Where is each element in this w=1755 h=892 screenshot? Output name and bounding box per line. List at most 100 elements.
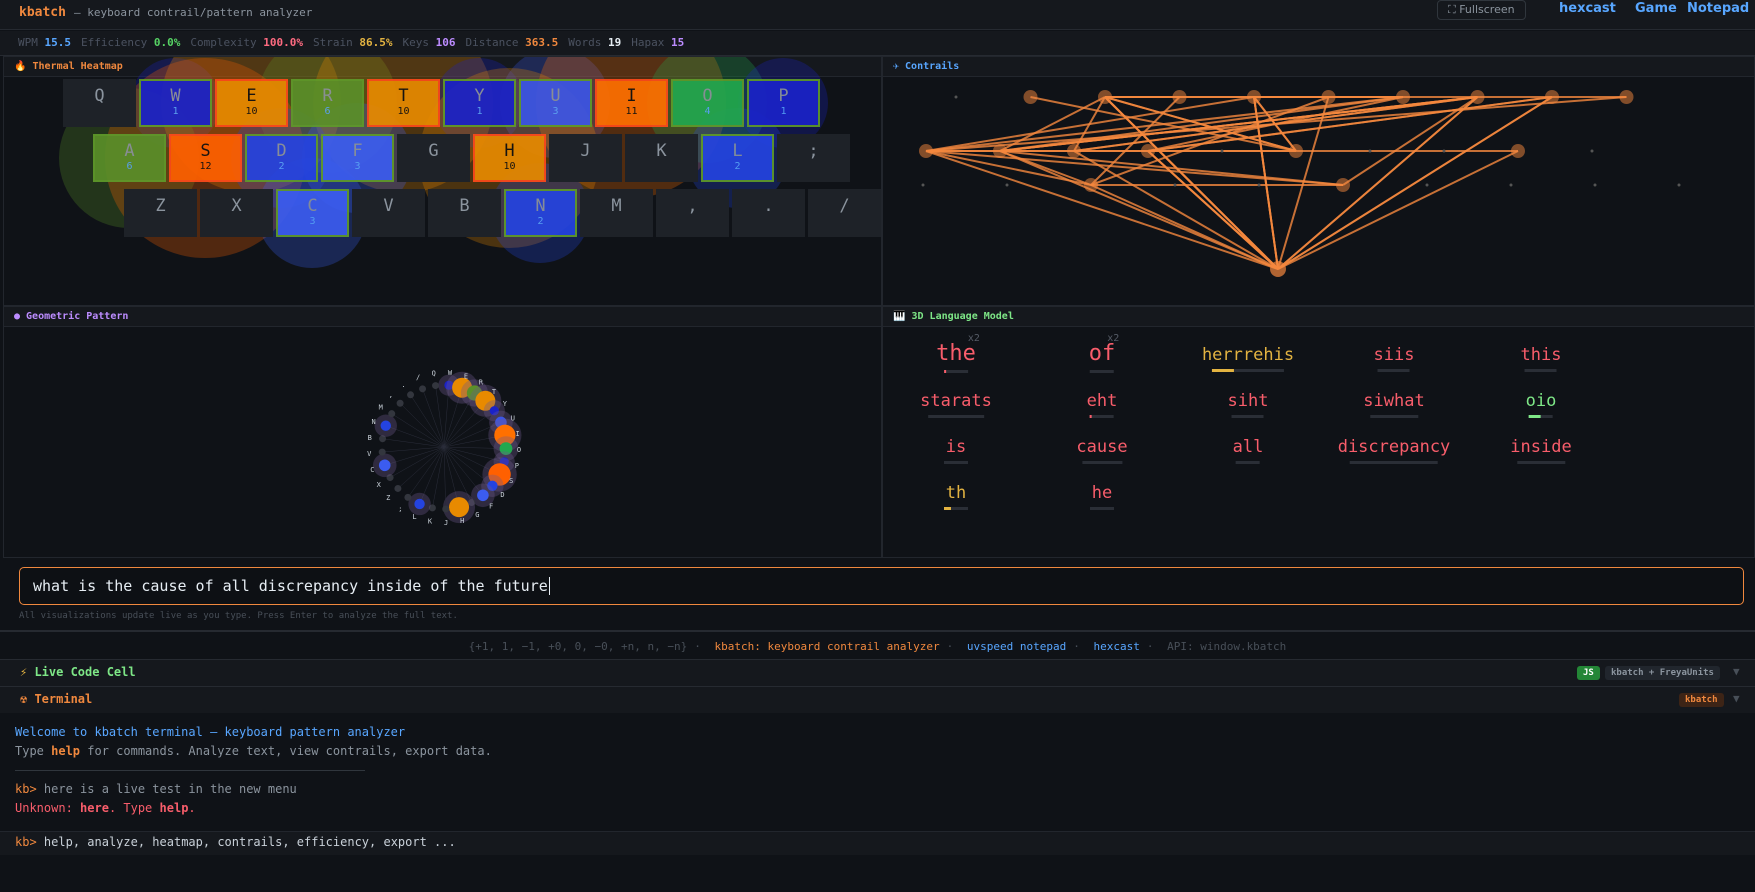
key-M[interactable]: M bbox=[580, 189, 653, 237]
geo-label: X bbox=[377, 481, 382, 489]
lm-word[interactable]: this bbox=[1521, 345, 1561, 372]
key-G[interactable]: G bbox=[397, 134, 470, 182]
key-I[interactable]: I 11 bbox=[595, 79, 668, 127]
key-,[interactable]: , bbox=[656, 189, 729, 237]
geo-label: N bbox=[371, 418, 375, 426]
geo-node-F bbox=[477, 489, 489, 502]
footer-link-hexcast[interactable]: hexcast bbox=[1093, 640, 1140, 653]
lm-word[interactable]: starats bbox=[920, 391, 992, 418]
js-badge: JS bbox=[1577, 666, 1600, 680]
geo-spoke bbox=[443, 400, 486, 448]
lm-word[interactable]: herrrehis bbox=[1202, 345, 1294, 372]
terminal-header[interactable]: ☢ Terminal kbatch ▼ bbox=[0, 686, 1755, 713]
app-brand: kbatch bbox=[19, 5, 66, 20]
key-;[interactable]: ; bbox=[777, 134, 850, 182]
key-Q[interactable]: Q bbox=[63, 79, 136, 127]
key-K[interactable]: K bbox=[625, 134, 698, 182]
collapse-chevron-icon[interactable]: ▼ bbox=[1733, 692, 1740, 705]
geo-node-V bbox=[378, 448, 386, 456]
geo-spoke bbox=[382, 438, 445, 448]
lightning-icon: ⚡ bbox=[20, 665, 35, 679]
contrail-line bbox=[1147, 150, 1279, 270]
lm-bar bbox=[1524, 369, 1557, 372]
footer-ops: {+1, 1, −1, +0, 0, −0, +n, n, −n} bbox=[468, 640, 688, 653]
key-Z[interactable]: Z bbox=[124, 189, 197, 237]
lm-word[interactable]: of x2 bbox=[1089, 333, 1119, 373]
contrail-node bbox=[1172, 90, 1187, 104]
geo-spoke bbox=[397, 446, 445, 489]
lm-word[interactable]: he bbox=[1090, 483, 1114, 510]
geo-label: D bbox=[500, 491, 504, 499]
lm-word[interactable]: eht bbox=[1087, 391, 1117, 418]
lm-word[interactable]: inside bbox=[1510, 437, 1572, 464]
lm-word[interactable]: cause bbox=[1076, 437, 1128, 464]
key-X[interactable]: X bbox=[200, 189, 273, 237]
terminal-badge: kbatch bbox=[1679, 693, 1724, 707]
lm-word[interactable]: all bbox=[1233, 437, 1263, 464]
lm-word[interactable]: siht bbox=[1228, 391, 1268, 418]
collapse-chevron-icon[interactable]: ▼ bbox=[1733, 665, 1740, 678]
heatmap-panel: 🔥 Thermal Heatmap Q W 1 E 10 R 6 T 10 Y 1 U 3 I 11 O 4 P 1… bbox=[3, 56, 882, 306]
lm-word[interactable]: discrepancy bbox=[1338, 437, 1450, 464]
contrail-node bbox=[1677, 183, 1681, 187]
contrail-node bbox=[1023, 90, 1038, 104]
key-.[interactable]: . bbox=[732, 189, 805, 237]
footer-link-notepad[interactable]: uvspeed notepad bbox=[966, 640, 1067, 653]
geo-label: U bbox=[511, 414, 515, 422]
key-S[interactable]: S 12 bbox=[169, 134, 242, 182]
key-H[interactable]: H 10 bbox=[473, 134, 546, 182]
nav-link-game[interactable]: Game bbox=[1635, 1, 1677, 16]
terminal-error-line: Unknown: here. Type help. bbox=[15, 801, 196, 815]
contrail-line bbox=[925, 150, 1092, 186]
key-T[interactable]: T 10 bbox=[367, 79, 440, 127]
nav-link-notepad[interactable]: Notepad bbox=[1687, 1, 1750, 16]
lm-word[interactable]: is bbox=[944, 437, 968, 464]
lm-word[interactable]: oio bbox=[1526, 391, 1556, 418]
lm-word[interactable]: siwhat bbox=[1363, 391, 1425, 418]
nav-link-hexcast[interactable]: hexcast bbox=[1559, 1, 1616, 16]
geo-spoke bbox=[443, 392, 475, 448]
stat-wpm: WPM 15.5 bbox=[18, 36, 71, 49]
geo-spoke bbox=[407, 446, 445, 498]
fullscreen-button[interactable]: ⛶ Fullscreen bbox=[1437, 0, 1526, 20]
key-J[interactable]: J bbox=[549, 134, 622, 182]
geo-spoke bbox=[443, 387, 463, 448]
contrail-line bbox=[925, 96, 1404, 152]
terminal-input[interactable]: kb> help, analyze, heatmap, contrails, e… bbox=[0, 831, 1755, 855]
lm-bar bbox=[1529, 415, 1553, 418]
stat-strain: Strain 86.5% bbox=[312, 36, 393, 49]
geo-node-G bbox=[468, 499, 476, 507]
geo-label: F bbox=[489, 502, 493, 510]
key-E[interactable]: E 10 bbox=[215, 79, 288, 127]
key-B[interactable]: B bbox=[428, 189, 501, 237]
geo-label: , bbox=[389, 391, 393, 399]
key-/[interactable]: / bbox=[808, 189, 881, 237]
live-code-cell-header[interactable]: ⚡ Live Code Cell JS kbatch + FreyaUnits … bbox=[0, 659, 1755, 686]
lm-word[interactable]: the x2 bbox=[936, 333, 980, 373]
lm-word[interactable]: siis bbox=[1374, 345, 1414, 372]
footer-link-kbatch[interactable]: kbatch: keyboard contrail analyzer bbox=[714, 640, 940, 653]
flame-icon: 🔥 bbox=[14, 61, 33, 72]
keyboard-heatmap: Q W 1 E 10 R 6 T 10 Y 1 U 3 I 11 O 4 P 1 A 6 S 12 D 2 F 3 G H 10 J K L 2;… bbox=[4, 57, 881, 305]
geo-spoke bbox=[384, 446, 445, 466]
geo-label: K bbox=[428, 518, 433, 526]
lm-word[interactable]: th bbox=[944, 483, 968, 510]
geometric-panel: ● Geometric Pattern W E R T Y U I O P S D F G H J K L; Z X… bbox=[3, 306, 882, 558]
text-input[interactable]: what is the cause of all discrepancy ins… bbox=[19, 567, 1744, 605]
contrail-line bbox=[1104, 96, 1279, 270]
key-V[interactable]: V bbox=[352, 189, 425, 237]
contrail-line bbox=[1147, 96, 1404, 152]
